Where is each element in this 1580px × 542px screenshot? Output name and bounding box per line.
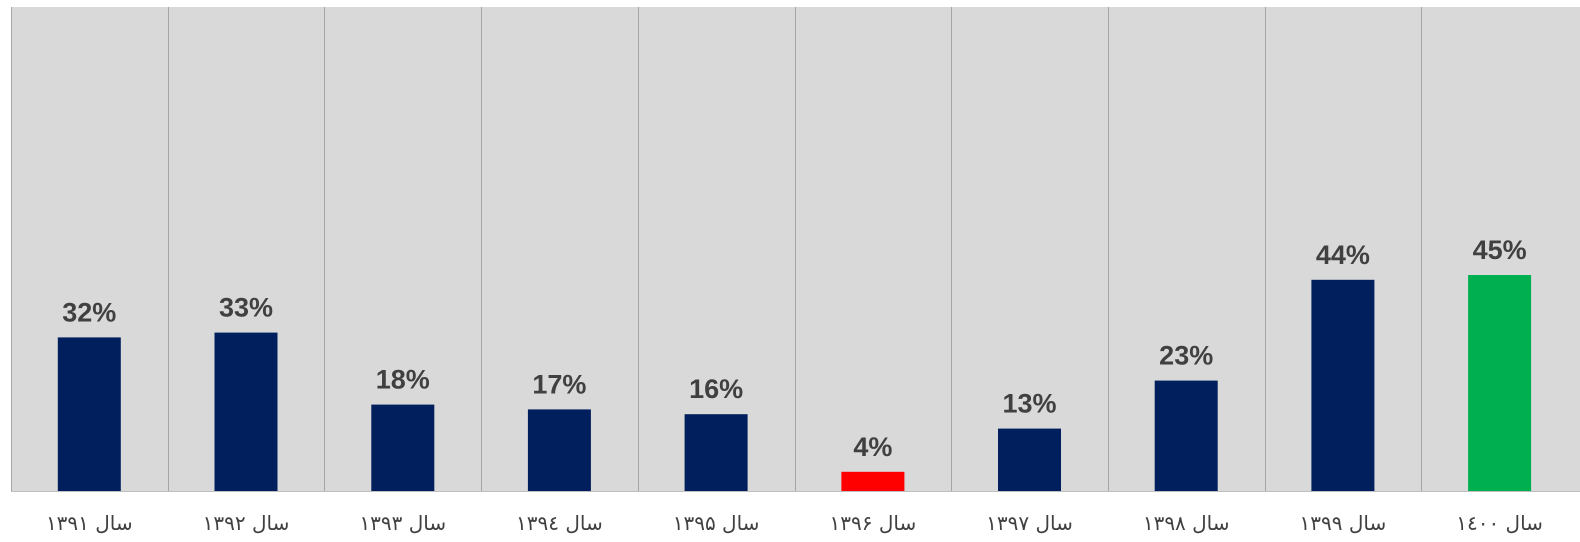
x-tick-label-1: سال ۱۳۹۱ (46, 511, 133, 535)
x-tick-label-2: سال ۱۳۹۲ (203, 511, 290, 535)
x-tick-label-8: سال ۱۳۹۸ (1143, 511, 1230, 535)
data-label-8: 23% (1159, 341, 1213, 371)
data-label-7: 13% (1002, 389, 1056, 419)
data-label-9: 44% (1316, 240, 1370, 270)
x-tick-label-3: سال ۱۳۹۳ (359, 511, 446, 535)
data-label-10: 45% (1473, 235, 1527, 265)
bar-6 (841, 471, 905, 491)
x-tick-label-5: سال ۱۳۹۵ (673, 511, 760, 535)
bar-10 (1468, 275, 1532, 491)
bar-3 (371, 404, 435, 491)
bar-7 (998, 428, 1061, 491)
bar-1 (57, 337, 121, 491)
bar-2 (214, 332, 278, 491)
data-label-6: 4% (853, 432, 892, 462)
bar-9 (1311, 279, 1375, 491)
x-tick-label-4: سال ۱۳۹٤ (516, 511, 603, 535)
bar-4 (527, 409, 591, 491)
data-label-1: 32% (62, 297, 116, 327)
data-label-4: 17% (532, 369, 586, 399)
x-tick-label-10: سال ۱٤۰۰ (1456, 511, 1543, 535)
x-tick-label-7: سال ۱۳۹۷ (986, 511, 1073, 535)
bar-5 (684, 414, 748, 491)
data-label-3: 18% (376, 365, 430, 395)
x-tick-label-6: سال ۱۳۹۶ (830, 511, 917, 535)
data-label-2: 33% (219, 293, 273, 323)
x-tick-label-9: سال ۱۳۹۹ (1300, 511, 1387, 535)
data-label-5: 16% (689, 374, 743, 404)
bar-8 (1154, 380, 1218, 491)
